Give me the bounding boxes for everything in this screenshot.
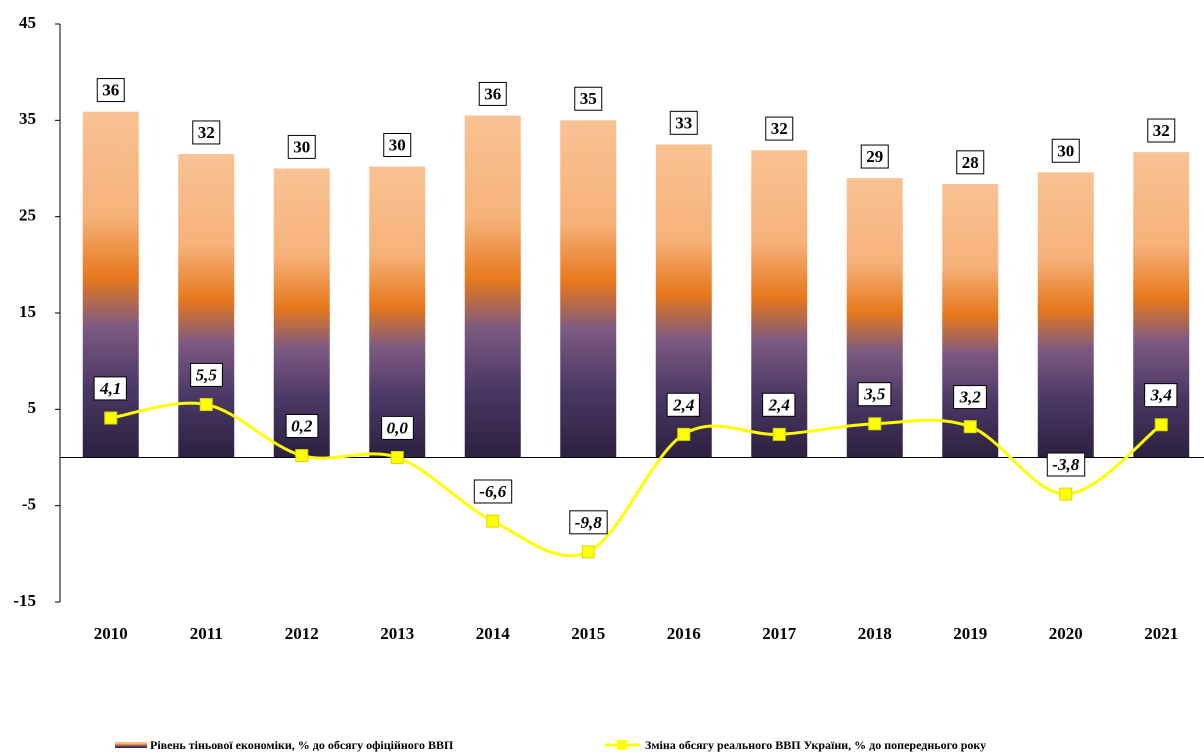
data-label: 2,4 xyxy=(672,395,694,414)
marker xyxy=(1154,418,1168,432)
label-box xyxy=(1046,452,1086,477)
y-tick-label: 35 xyxy=(19,109,36,128)
bar xyxy=(464,115,521,458)
data-label: 28 xyxy=(962,153,979,172)
data-label: 35 xyxy=(580,89,597,108)
data-label: -6,6 xyxy=(479,482,506,501)
x-tick-label: 2013 xyxy=(380,624,414,643)
bar xyxy=(1133,152,1190,458)
label-box xyxy=(285,413,319,438)
x-tick-label: 2021 xyxy=(1144,624,1178,643)
label-box xyxy=(669,110,698,135)
label-box xyxy=(569,510,608,535)
y-tick-label: 45 xyxy=(19,13,36,32)
bar xyxy=(273,168,330,458)
legend-swatch xyxy=(617,740,627,750)
label-box xyxy=(666,392,700,417)
data-label: 32 xyxy=(771,119,788,138)
label-box xyxy=(478,81,507,106)
data-label: 33 xyxy=(675,113,692,132)
data-label: 3,2 xyxy=(959,388,982,407)
data-label: 3,5 xyxy=(863,385,886,404)
line xyxy=(110,401,1163,558)
marker xyxy=(390,451,404,464)
data-label: 5,5 xyxy=(196,365,218,384)
data-label: 36 xyxy=(102,81,119,100)
label-box xyxy=(473,479,513,504)
x-tick-label: 2014 xyxy=(476,624,511,643)
data-label: 32 xyxy=(1153,121,1170,140)
data-label: -3,8 xyxy=(1052,455,1079,474)
label-box xyxy=(860,144,889,169)
marker xyxy=(963,420,977,434)
data-label: 32 xyxy=(198,123,215,142)
bar xyxy=(369,166,426,458)
legend-swatch xyxy=(115,742,147,748)
data-label: 4,1 xyxy=(99,379,121,398)
data-label: 30 xyxy=(1057,141,1074,160)
label-box xyxy=(1144,383,1178,408)
label-box xyxy=(1147,118,1176,143)
bar xyxy=(846,178,903,458)
data-label: 36 xyxy=(484,84,501,103)
bar xyxy=(560,120,617,458)
label-box xyxy=(765,116,794,141)
data-label: 3,4 xyxy=(1150,386,1172,405)
x-tick-label: 2010 xyxy=(94,624,128,643)
label-box xyxy=(857,382,892,407)
y-tick-label: -5 xyxy=(22,495,36,514)
marker xyxy=(199,398,213,412)
bar xyxy=(942,183,999,458)
x-tick-label: 2015 xyxy=(571,624,605,643)
data-label: 30 xyxy=(389,135,406,154)
label-box xyxy=(1051,138,1080,163)
label-box xyxy=(93,376,127,401)
x-tick-label: 2011 xyxy=(190,624,223,643)
x-tick-label: 2017 xyxy=(762,624,797,643)
legend-label: Зміна обсягу реального ВВП України, % до… xyxy=(645,738,986,752)
x-tick-label: 2018 xyxy=(858,624,892,643)
label-box xyxy=(574,86,603,111)
marker xyxy=(104,411,118,425)
marker xyxy=(581,545,595,559)
x-tick-label: 2012 xyxy=(285,624,319,643)
label-box xyxy=(762,392,796,417)
marker xyxy=(868,417,882,431)
marker xyxy=(1059,487,1073,501)
label-box xyxy=(383,132,412,157)
data-label: 0,2 xyxy=(291,416,313,435)
y-tick-label: 5 xyxy=(28,398,37,417)
bar xyxy=(1037,172,1094,458)
bar xyxy=(82,111,139,458)
label-box xyxy=(190,362,223,387)
label-box xyxy=(287,134,316,159)
data-label: 0,0 xyxy=(387,418,409,437)
x-tick-label: 2016 xyxy=(667,624,701,643)
y-tick-label: 15 xyxy=(19,302,36,321)
label-box xyxy=(192,120,221,145)
label-box xyxy=(96,78,125,103)
y-tick-label: 25 xyxy=(19,206,36,225)
label-box xyxy=(953,385,987,410)
marker xyxy=(677,427,691,441)
data-label: -9,8 xyxy=(575,513,602,532)
marker xyxy=(772,427,786,441)
data-label: 30 xyxy=(293,137,310,156)
y-tick-label: -15 xyxy=(13,591,36,610)
label-box xyxy=(381,415,414,440)
legend-label: Рівень тіньової економіки, % до обсягу о… xyxy=(150,738,454,752)
data-label: 2,4 xyxy=(768,395,790,414)
x-tick-label: 2020 xyxy=(1049,624,1083,643)
label-box xyxy=(956,150,985,175)
x-tick-label: 2019 xyxy=(953,624,987,643)
marker xyxy=(486,514,500,528)
data-label: 29 xyxy=(866,147,883,166)
marker xyxy=(295,449,309,463)
